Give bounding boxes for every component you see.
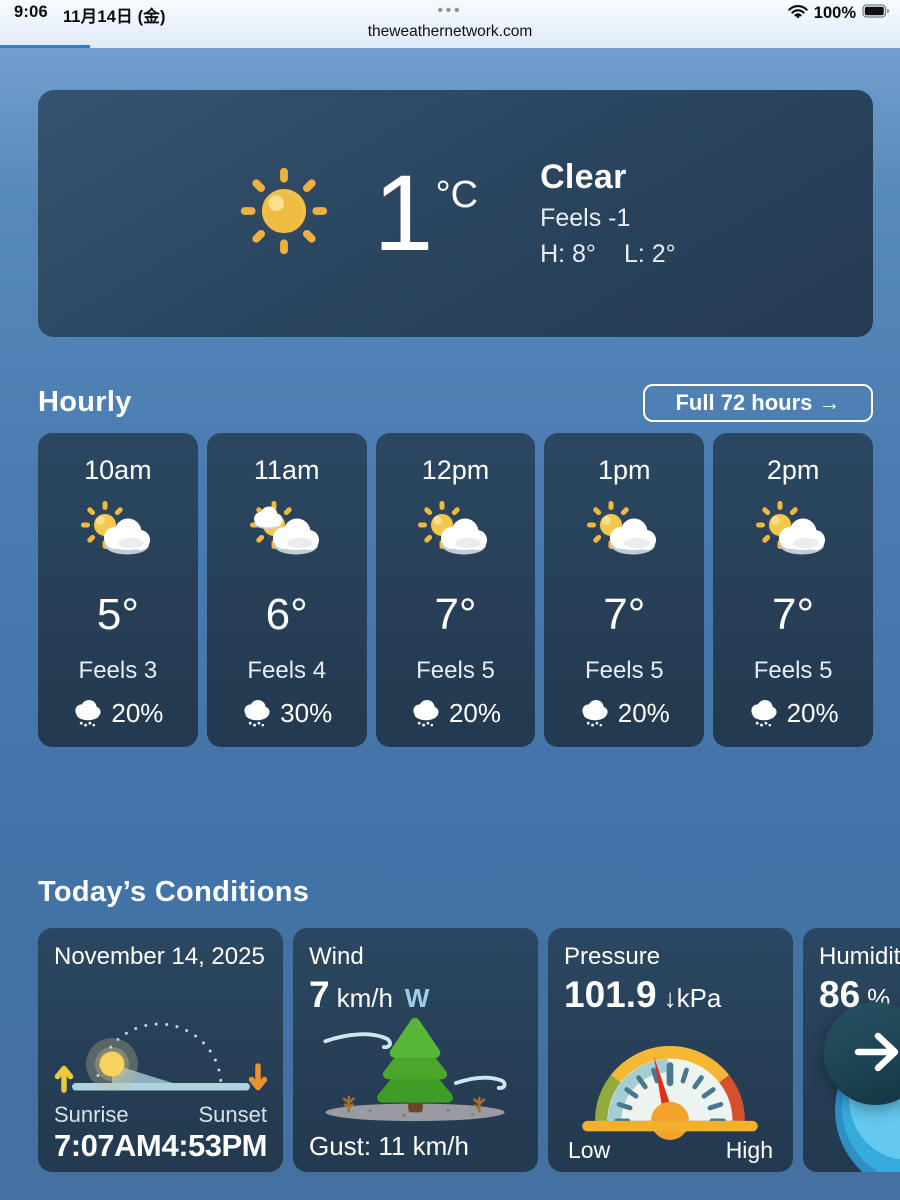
sun-behind-cloud-icon — [584, 498, 664, 562]
current-temperature: 1 °C — [373, 152, 479, 274]
conditions-next-button[interactable] — [824, 1002, 900, 1105]
sun-behind-cloud-icon — [753, 498, 833, 562]
sun-times-labels: Sunrise Sunset — [54, 1102, 267, 1128]
hourly-precip-value: 30% — [280, 698, 333, 728]
sun-behind-cloud-icon — [415, 498, 495, 562]
hourly-temp: 6° — [265, 590, 308, 639]
hourly-precip: 20% — [579, 698, 670, 729]
hourly-time: 11am — [253, 455, 320, 485]
hourly-card-2pm[interactable]: 2pm 7° Feels 5 20% — [713, 433, 873, 747]
hourly-time: 12pm — [421, 455, 490, 485]
hourly-precip-value: 20% — [617, 698, 670, 728]
hourly-feels: Feels 3 — [78, 657, 158, 684]
rain-cloud-icon — [579, 699, 610, 728]
hourly-precip: 20% — [72, 698, 163, 729]
sun-arc-illustration — [54, 1004, 268, 1109]
sun-between-clouds-icon — [247, 498, 327, 562]
hourly-time: 1pm — [598, 455, 651, 485]
current-high-low: H: 8° L: 2° — [540, 240, 676, 269]
rain-cloud-icon — [748, 699, 779, 728]
hourly-feels: Feels 5 — [753, 657, 833, 684]
pressure-trend-unit: ↓kPa — [663, 983, 722, 1013]
sunset-time: 4:53PM — [161, 1128, 267, 1163]
pressure-card[interactable]: Pressure 101.9 ↓kPa — [548, 928, 793, 1172]
current-low: L: 2° — [623, 240, 676, 268]
sunset-label: Sunset — [198, 1102, 268, 1127]
sunrise-label: Sunrise — [54, 1102, 129, 1127]
hourly-temp: 5° — [96, 590, 139, 639]
hourly-card-1pm[interactable]: 1pm 7° Feels 5 20% — [544, 433, 705, 747]
status-time: 9:06 — [14, 3, 48, 21]
rain-cloud-icon — [241, 699, 272, 728]
sunrise-time: 7:07AM — [54, 1128, 162, 1163]
sunrise-sunset-card[interactable]: November 14, 2025 Sunrise Sunset 7: — [38, 928, 283, 1172]
current-summary: Clear Feels -1 H: 8° L: 2° — [540, 158, 676, 269]
sun-icon — [235, 162, 333, 265]
current-high: H: 8° — [540, 240, 596, 268]
wind-direction: W — [404, 983, 430, 1013]
battery-percent: 100% — [813, 4, 856, 22]
tab-pages-indicator[interactable]: ••• — [437, 2, 463, 19]
pressure-reading: 101.9 ↓kPa — [564, 974, 777, 1016]
pressure-gauge-illustration — [570, 1014, 770, 1145]
humidity-title: Humidity — [819, 943, 900, 970]
hourly-section-title: Hourly — [38, 386, 132, 418]
current-temp-value: 1 — [373, 152, 433, 274]
status-bar-right: 100% — [788, 4, 890, 23]
current-feels-like: Feels -1 — [540, 204, 631, 232]
rain-cloud-icon — [72, 699, 103, 728]
pressure-scale-labels: Low High — [568, 1137, 773, 1164]
wind-speed: 7 — [309, 974, 330, 1015]
battery-full-icon — [862, 4, 890, 23]
hourly-temp: 7° — [434, 590, 477, 639]
hourly-time: 2pm — [766, 455, 820, 485]
hourly-feels: Feels 4 — [247, 657, 327, 684]
todays-conditions-title: Today’s Conditions — [38, 876, 310, 908]
hourly-feels: Feels 5 — [416, 657, 495, 684]
page-load-progress — [0, 44, 90, 48]
wind-card[interactable]: Wind 7 km/h W — [293, 928, 538, 1172]
current-temp-unit: °C — [435, 174, 479, 217]
rain-cloud-icon — [410, 699, 441, 728]
conditions-date: November 14, 2025 — [54, 943, 265, 970]
hourly-precip: 30% — [241, 698, 332, 729]
status-date: 11月14日 (金) — [62, 8, 166, 26]
pressure-low-label: Low — [568, 1137, 611, 1163]
sun-behind-cloud-icon — [78, 498, 158, 562]
hourly-precip-value: 20% — [448, 698, 502, 728]
wind-unit: km/h — [336, 983, 393, 1013]
current-condition-label: Clear — [540, 158, 627, 196]
current-conditions-card: 1 °C Clear Feels -1 H: 8° L: 2° — [38, 90, 873, 337]
hourly-card-12pm[interactable]: 12pm 7° Feels 5 20% — [375, 433, 536, 747]
wifi-icon — [788, 4, 808, 23]
hourly-precip-value: 20% — [786, 698, 839, 728]
pressure-title: Pressure — [564, 943, 661, 970]
hourly-card-10am[interactable]: 10am 5° Feels 3 20% — [38, 433, 198, 747]
hourly-forecast-row: 10am 5° Feels 3 20% 11am 6° Feels 4 — [38, 433, 873, 747]
hourly-card-11am[interactable]: 11am 6° Feels 4 30% — [206, 433, 367, 747]
status-bar-left: 9:06 11月14日 (金) — [14, 3, 166, 27]
sun-times-values: 7:07AM 4:53PM — [54, 1128, 267, 1164]
url-bar[interactable]: theweathernetwork.com — [367, 23, 533, 40]
hourly-feels: Feels 5 — [584, 657, 664, 684]
conditions-row: November 14, 2025 Sunrise Sunset 7: — [38, 928, 900, 1172]
hourly-temp: 7° — [603, 590, 646, 639]
hourly-precip: 20% — [410, 698, 501, 729]
browser-chrome: 9:06 11月14日 (金) ••• 100% — [0, 0, 900, 48]
pressure-value: 101.9 — [564, 974, 657, 1015]
full-72-hours-button[interactable]: Full 72 hours → — [643, 384, 873, 422]
hourly-precip-value: 20% — [111, 698, 164, 728]
hourly-precip: 20% — [748, 698, 839, 729]
wind-reading: 7 km/h W — [309, 974, 522, 1016]
hourly-temp: 7° — [772, 590, 815, 639]
hourly-time: 10am — [84, 455, 152, 485]
windy-tree-illustration — [309, 1012, 522, 1129]
arrow-right-icon — [849, 1026, 900, 1081]
pressure-high-label: High — [725, 1137, 773, 1163]
wind-gust: Gust: 11 km/h — [309, 1131, 469, 1161]
wind-title: Wind — [309, 943, 364, 970]
